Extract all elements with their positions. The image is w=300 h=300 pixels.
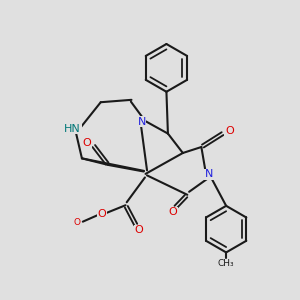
Text: N: N (137, 117, 146, 127)
Text: N: N (205, 169, 213, 179)
Text: HN: HN (64, 124, 81, 134)
Text: O: O (82, 138, 91, 148)
Text: O: O (169, 207, 177, 218)
Text: O: O (97, 209, 106, 219)
Text: CH₃: CH₃ (218, 259, 235, 268)
Text: O: O (225, 127, 234, 136)
Text: O: O (73, 218, 80, 227)
Text: O: O (135, 225, 143, 235)
